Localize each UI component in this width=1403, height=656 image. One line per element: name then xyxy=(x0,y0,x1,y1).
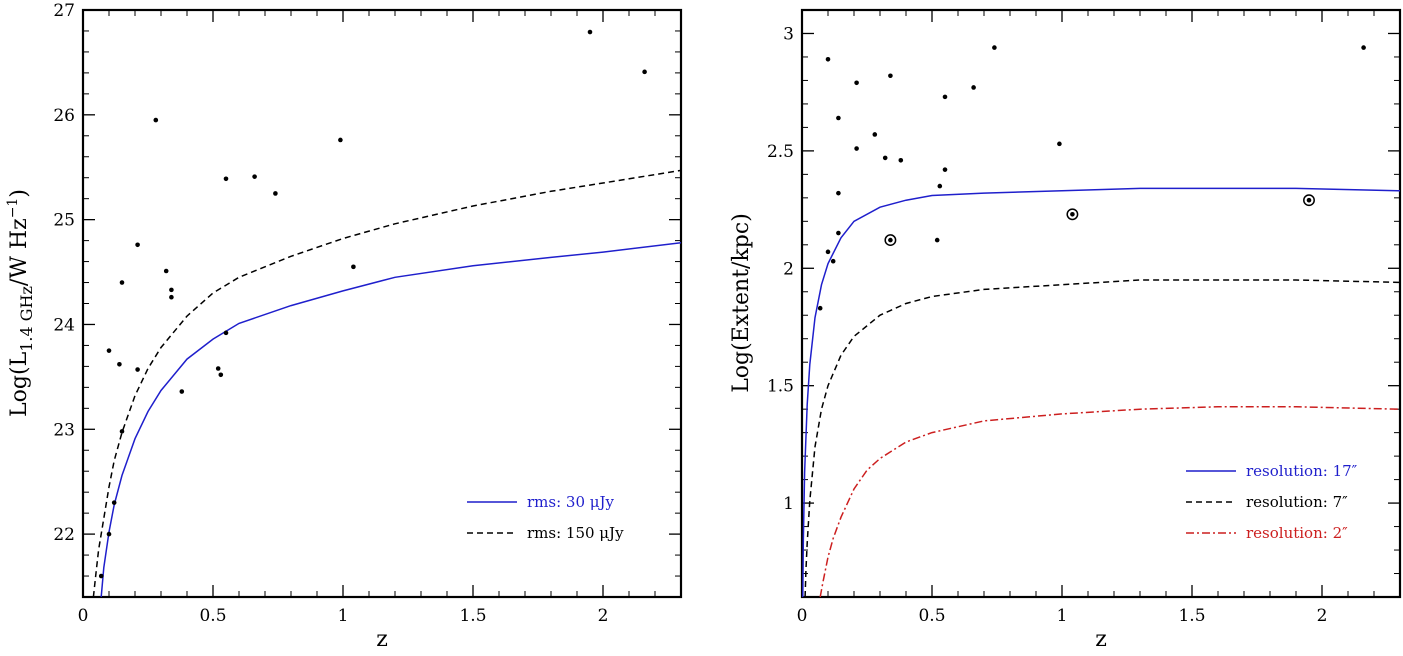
legend-label: resolution: 17″ xyxy=(1246,462,1358,480)
legend: rms: 30 μJy rms: 150 μJy xyxy=(467,493,624,542)
data-point xyxy=(836,190,841,196)
data-point xyxy=(882,155,888,161)
legend-label: resolution: 2″ xyxy=(1246,524,1348,542)
data-point xyxy=(106,531,112,537)
data-points xyxy=(98,29,647,579)
data-point xyxy=(1361,45,1366,50)
data-point xyxy=(937,183,943,189)
legend-label: resolution: 7″ xyxy=(1246,493,1348,511)
data-point xyxy=(872,132,878,137)
legend-label: rms: 150 μJy xyxy=(527,524,624,542)
y-tick-label: 3 xyxy=(783,24,794,44)
data-point xyxy=(934,237,940,243)
circled-data-point xyxy=(888,237,893,243)
x-tick-label: 0.5 xyxy=(918,606,945,626)
x-axis-label: z xyxy=(1095,627,1107,652)
data-point xyxy=(169,294,174,300)
y-tick-label: 24 xyxy=(53,315,75,335)
data-point xyxy=(117,361,122,367)
y-tick-label: 1 xyxy=(783,494,794,514)
data-point xyxy=(898,157,904,163)
y-tick-label: 27 xyxy=(53,1,75,21)
legend-label: rms: 30 μJy xyxy=(527,493,615,511)
data-point xyxy=(119,429,125,434)
detection-limit-curves xyxy=(92,169,681,597)
data-point xyxy=(992,45,997,50)
y-tick-label: 1.5 xyxy=(767,377,794,397)
data-point xyxy=(338,137,343,143)
data-point xyxy=(825,57,831,62)
data-point xyxy=(854,146,859,151)
x-tick-label: 0 xyxy=(78,606,89,626)
data-point xyxy=(642,69,647,75)
x-tick-label: 2 xyxy=(598,606,609,626)
data-points xyxy=(817,45,1366,311)
x-tick-label: 0 xyxy=(797,606,808,626)
y-axis-label: Log(Extent/kpc) xyxy=(729,213,754,393)
data-point xyxy=(169,287,174,293)
data-point xyxy=(942,94,948,100)
data-point xyxy=(971,85,976,90)
data-point xyxy=(1057,141,1062,147)
data-point xyxy=(830,258,836,264)
plot-frame xyxy=(800,8,1402,599)
circled-data-point xyxy=(1306,197,1312,203)
y-tick-label: 23 xyxy=(53,420,75,440)
series-line-2 xyxy=(819,406,1400,597)
series-line-0 xyxy=(100,241,681,597)
data-point xyxy=(836,115,841,121)
circled-data-point-ring xyxy=(1303,194,1315,207)
data-point xyxy=(119,280,125,285)
data-point xyxy=(106,348,112,353)
data-point xyxy=(817,305,823,311)
series-line-1 xyxy=(804,279,1400,597)
circled-data-point xyxy=(1070,211,1075,217)
data-point xyxy=(153,117,159,123)
data-point xyxy=(223,330,229,336)
circled-data-point-ring xyxy=(1066,208,1079,221)
circled-data-point-ring xyxy=(884,234,897,247)
data-point xyxy=(888,73,893,79)
y-tick-label: 22 xyxy=(53,525,75,545)
data-point xyxy=(218,372,224,378)
data-point xyxy=(825,249,831,255)
series-line-0 xyxy=(802,187,1400,597)
legend: resolution: 17″ resolution: 7″ resolution:… xyxy=(1186,462,1358,542)
axis-ticks: 0 0.5 1 1.5 2 1 1.5 2 2.5 3 xyxy=(767,9,1401,626)
x-tick-label: 0.5 xyxy=(199,606,226,626)
y-tick-label: 25 xyxy=(53,211,75,231)
y-axis-label: Log(L1.4 GHz/W Hz−1) xyxy=(5,189,36,417)
y-tick-label: 2.5 xyxy=(767,142,794,162)
data-point xyxy=(215,366,221,371)
data-point xyxy=(273,191,278,196)
x-tick-label: 1.5 xyxy=(459,606,486,626)
x-axis-label: z xyxy=(376,627,388,652)
y-tick-label: 26 xyxy=(53,106,75,126)
resolution-limit-curves xyxy=(802,187,1400,597)
data-point xyxy=(351,264,356,270)
data-point xyxy=(587,29,593,35)
extent-vs-redshift-panel: 0 0.5 1 1.5 211.522.53 resolution: 17″resolu… xyxy=(729,8,1402,652)
data-point xyxy=(942,167,948,172)
data-point xyxy=(135,242,140,248)
series-line-1 xyxy=(92,169,681,597)
x-tick-label: 1 xyxy=(338,606,349,626)
data-point xyxy=(252,174,257,179)
data-point xyxy=(854,80,859,86)
data-point xyxy=(98,573,104,579)
y-tick-label: 2 xyxy=(783,259,794,279)
data-point xyxy=(836,230,841,236)
data-point xyxy=(163,268,169,274)
data-point xyxy=(135,367,140,372)
data-point xyxy=(179,389,185,394)
data-point xyxy=(223,176,229,182)
x-tick-label: 1.5 xyxy=(1178,606,1205,626)
x-tick-label: 1 xyxy=(1057,606,1068,626)
x-tick-label: 2 xyxy=(1317,606,1328,626)
data-point xyxy=(111,500,117,505)
